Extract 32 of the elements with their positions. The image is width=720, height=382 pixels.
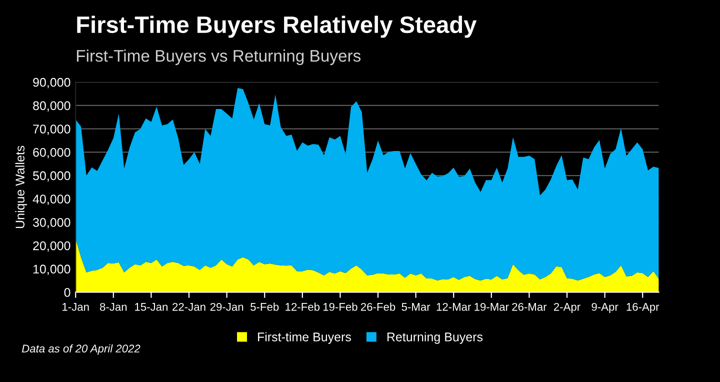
x-tick-label: 12-Feb — [286, 302, 320, 311]
x-tick-label: 26-Mar — [512, 302, 547, 311]
x-tick-label: 29-Jan — [210, 302, 244, 311]
y-tick-label: 30,000 — [32, 218, 70, 228]
chart-title: First-Time Buyers Relatively Steady — [77, 16, 477, 38]
x-tick-label: 12-Mar — [436, 302, 472, 311]
x-tick-label: 26-Feb — [360, 302, 396, 311]
x-tick-label: 2-Apr — [554, 302, 580, 314]
legend-label: First-time Buyers — [258, 332, 351, 344]
x-tick-label: 19-Mar — [474, 302, 509, 311]
y-axis-title: Unique Wallets — [15, 146, 27, 228]
x-tick-label: 22-Jan — [172, 302, 206, 311]
legend-label: Returning Buyers — [387, 332, 483, 344]
y-tick-label: 50,000 — [33, 171, 70, 182]
y-tick-label: 40,000 — [32, 194, 70, 205]
x-tick-label: 15-Jan — [135, 303, 168, 311]
x-tick-label: 5-Mar — [402, 303, 430, 311]
x-tick-label: 9-Apr — [592, 302, 618, 314]
y-tick-label: 0 — [64, 288, 70, 297]
chart-subtitle: First-Time Buyers vs Returning Buyers — [76, 50, 361, 66]
text: Data as of 20 April 2022 — [22, 344, 140, 355]
y-tick-label: 80,000 — [33, 101, 70, 112]
x-tick-label: 1-Jan — [62, 303, 89, 311]
y-tick-label: 90,000 — [33, 78, 70, 88]
x-tick-label: 16-Apr — [626, 302, 660, 314]
y-tick-label: 60,000 — [33, 148, 70, 158]
x-tick-label: 5-Feb — [250, 302, 279, 311]
x-tick-label: 19-Feb — [323, 302, 358, 311]
y-tick-label: 20,000 — [33, 241, 70, 252]
x-tick-label: 8-Jan — [100, 302, 127, 311]
y-tick-label: 70,000 — [33, 124, 70, 135]
y-tick-label: 10,000 — [33, 264, 70, 276]
